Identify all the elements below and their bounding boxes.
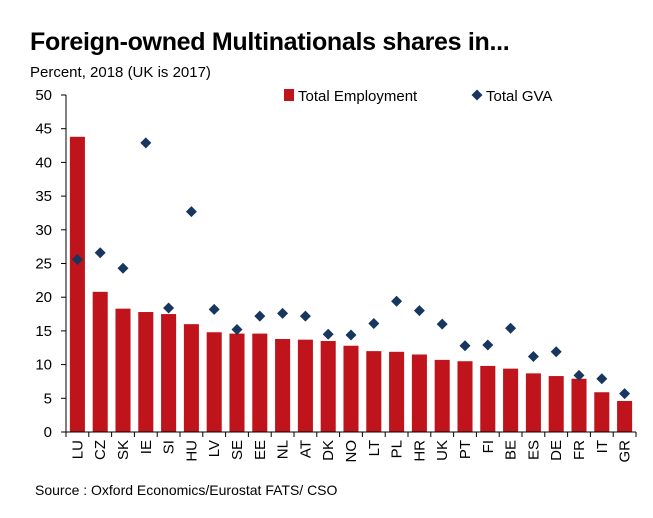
- point-total-gva: [505, 322, 517, 334]
- x-tick-label: HU: [183, 440, 200, 462]
- point-total-gva: [368, 317, 380, 329]
- x-tick-label: FR: [571, 440, 588, 460]
- y-tick-label: 40: [35, 154, 52, 171]
- bar-total-employment: [92, 291, 108, 432]
- x-tick-label: EE: [252, 440, 269, 460]
- bar-total-employment: [343, 345, 359, 432]
- bar-total-employment: [548, 376, 564, 432]
- point-total-gva: [619, 388, 631, 400]
- x-tick-label: ES: [525, 440, 542, 460]
- point-total-gva: [71, 253, 83, 265]
- x-tick-label: LU: [69, 440, 86, 459]
- bar-total-employment: [525, 373, 541, 432]
- bar-total-employment: [457, 361, 473, 432]
- bar-total-employment: [503, 368, 519, 432]
- x-tick-label: CZ: [92, 440, 109, 460]
- bar-total-employment: [389, 351, 405, 432]
- y-tick-label: 20: [35, 289, 52, 306]
- point-total-gva: [482, 339, 494, 351]
- point-total-gva: [527, 351, 539, 363]
- y-tick-label: 15: [35, 323, 52, 340]
- y-tick-label: 35: [35, 188, 52, 205]
- point-total-gva: [185, 206, 197, 218]
- x-tick-label: LV: [206, 440, 223, 457]
- bar-total-employment: [138, 312, 154, 432]
- x-tick-label: PT: [457, 440, 474, 459]
- bar-total-employment: [571, 378, 587, 432]
- point-total-gva: [163, 302, 175, 314]
- point-total-gva: [322, 328, 334, 340]
- x-tick-label: IT: [594, 440, 611, 453]
- x-tick-label: IE: [138, 440, 155, 454]
- chart-source: Source : Oxford Economics/Eurostat FATS/…: [35, 482, 338, 498]
- legend-label-total-gva: Total GVA: [486, 88, 552, 105]
- point-total-gva: [391, 295, 403, 307]
- x-tick-label: AT: [297, 440, 314, 458]
- point-total-gva: [140, 137, 152, 149]
- y-tick-label: 30: [35, 222, 52, 239]
- bar-total-employment: [434, 359, 450, 432]
- bar-total-employment: [206, 332, 222, 432]
- x-tick-label: LT: [366, 440, 383, 456]
- bar-total-employment: [297, 339, 313, 432]
- y-tick-label: 45: [35, 121, 52, 138]
- x-tick-label: UK: [434, 440, 451, 461]
- x-tick-label: SI: [161, 440, 178, 454]
- x-tick-label: SE: [229, 440, 246, 460]
- x-tick-label: PL: [389, 440, 406, 458]
- x-tick-label: FI: [480, 440, 497, 453]
- x-tick-label: DE: [548, 440, 565, 461]
- bar-total-employment: [69, 136, 85, 432]
- x-tick-label: BE: [503, 440, 520, 460]
- x-tick-label: NL: [275, 440, 292, 459]
- point-total-gva: [413, 305, 425, 317]
- point-total-gva: [299, 310, 311, 322]
- x-tick-label: GR: [617, 440, 634, 463]
- x-tick-label: DK: [320, 440, 337, 461]
- point-total-gva: [277, 307, 289, 319]
- point-total-gva: [550, 346, 562, 358]
- legend-label-total-employment: Total Employment: [298, 88, 418, 105]
- x-tick-label: SK: [115, 440, 132, 460]
- point-total-gva: [231, 324, 243, 336]
- x-tick-label: NO: [343, 440, 360, 463]
- point-total-gva: [436, 318, 448, 330]
- bar-total-employment: [252, 333, 268, 432]
- point-total-gva: [254, 310, 266, 322]
- bar-total-employment: [411, 354, 427, 432]
- bar-total-employment: [115, 308, 131, 432]
- bar-total-employment: [161, 314, 177, 432]
- point-total-gva: [459, 340, 471, 352]
- chart-title: Foreign-owned Multinationals shares in..…: [30, 28, 510, 56]
- bar-total-employment: [229, 333, 245, 432]
- point-total-gva: [573, 369, 585, 381]
- y-tick-label: 5: [44, 390, 52, 407]
- bar-total-employment: [594, 392, 610, 432]
- bar-total-employment: [183, 324, 199, 432]
- bar-total-employment: [480, 365, 496, 432]
- y-tick-label: 0: [44, 424, 52, 441]
- legend-marker-total-gva: [471, 89, 483, 101]
- bar-total-employment: [275, 338, 291, 432]
- y-tick-label: 25: [35, 256, 52, 273]
- chart-subtitle: Percent, 2018 (UK is 2017): [30, 64, 211, 81]
- legend-swatch-total-employment: [284, 89, 294, 101]
- point-total-gva: [208, 303, 220, 315]
- point-total-gva: [94, 247, 106, 259]
- y-tick-label: 50: [35, 87, 52, 104]
- point-total-gva: [596, 373, 608, 385]
- bar-total-employment: [320, 341, 336, 432]
- bar-total-employment: [366, 351, 382, 432]
- bar-total-employment: [617, 400, 633, 432]
- y-tick-label: 10: [35, 357, 52, 374]
- point-total-gva: [345, 329, 357, 341]
- point-total-gva: [117, 262, 129, 274]
- x-tick-label: HR: [411, 440, 428, 462]
